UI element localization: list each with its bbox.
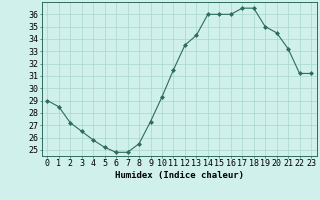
X-axis label: Humidex (Indice chaleur): Humidex (Indice chaleur): [115, 171, 244, 180]
